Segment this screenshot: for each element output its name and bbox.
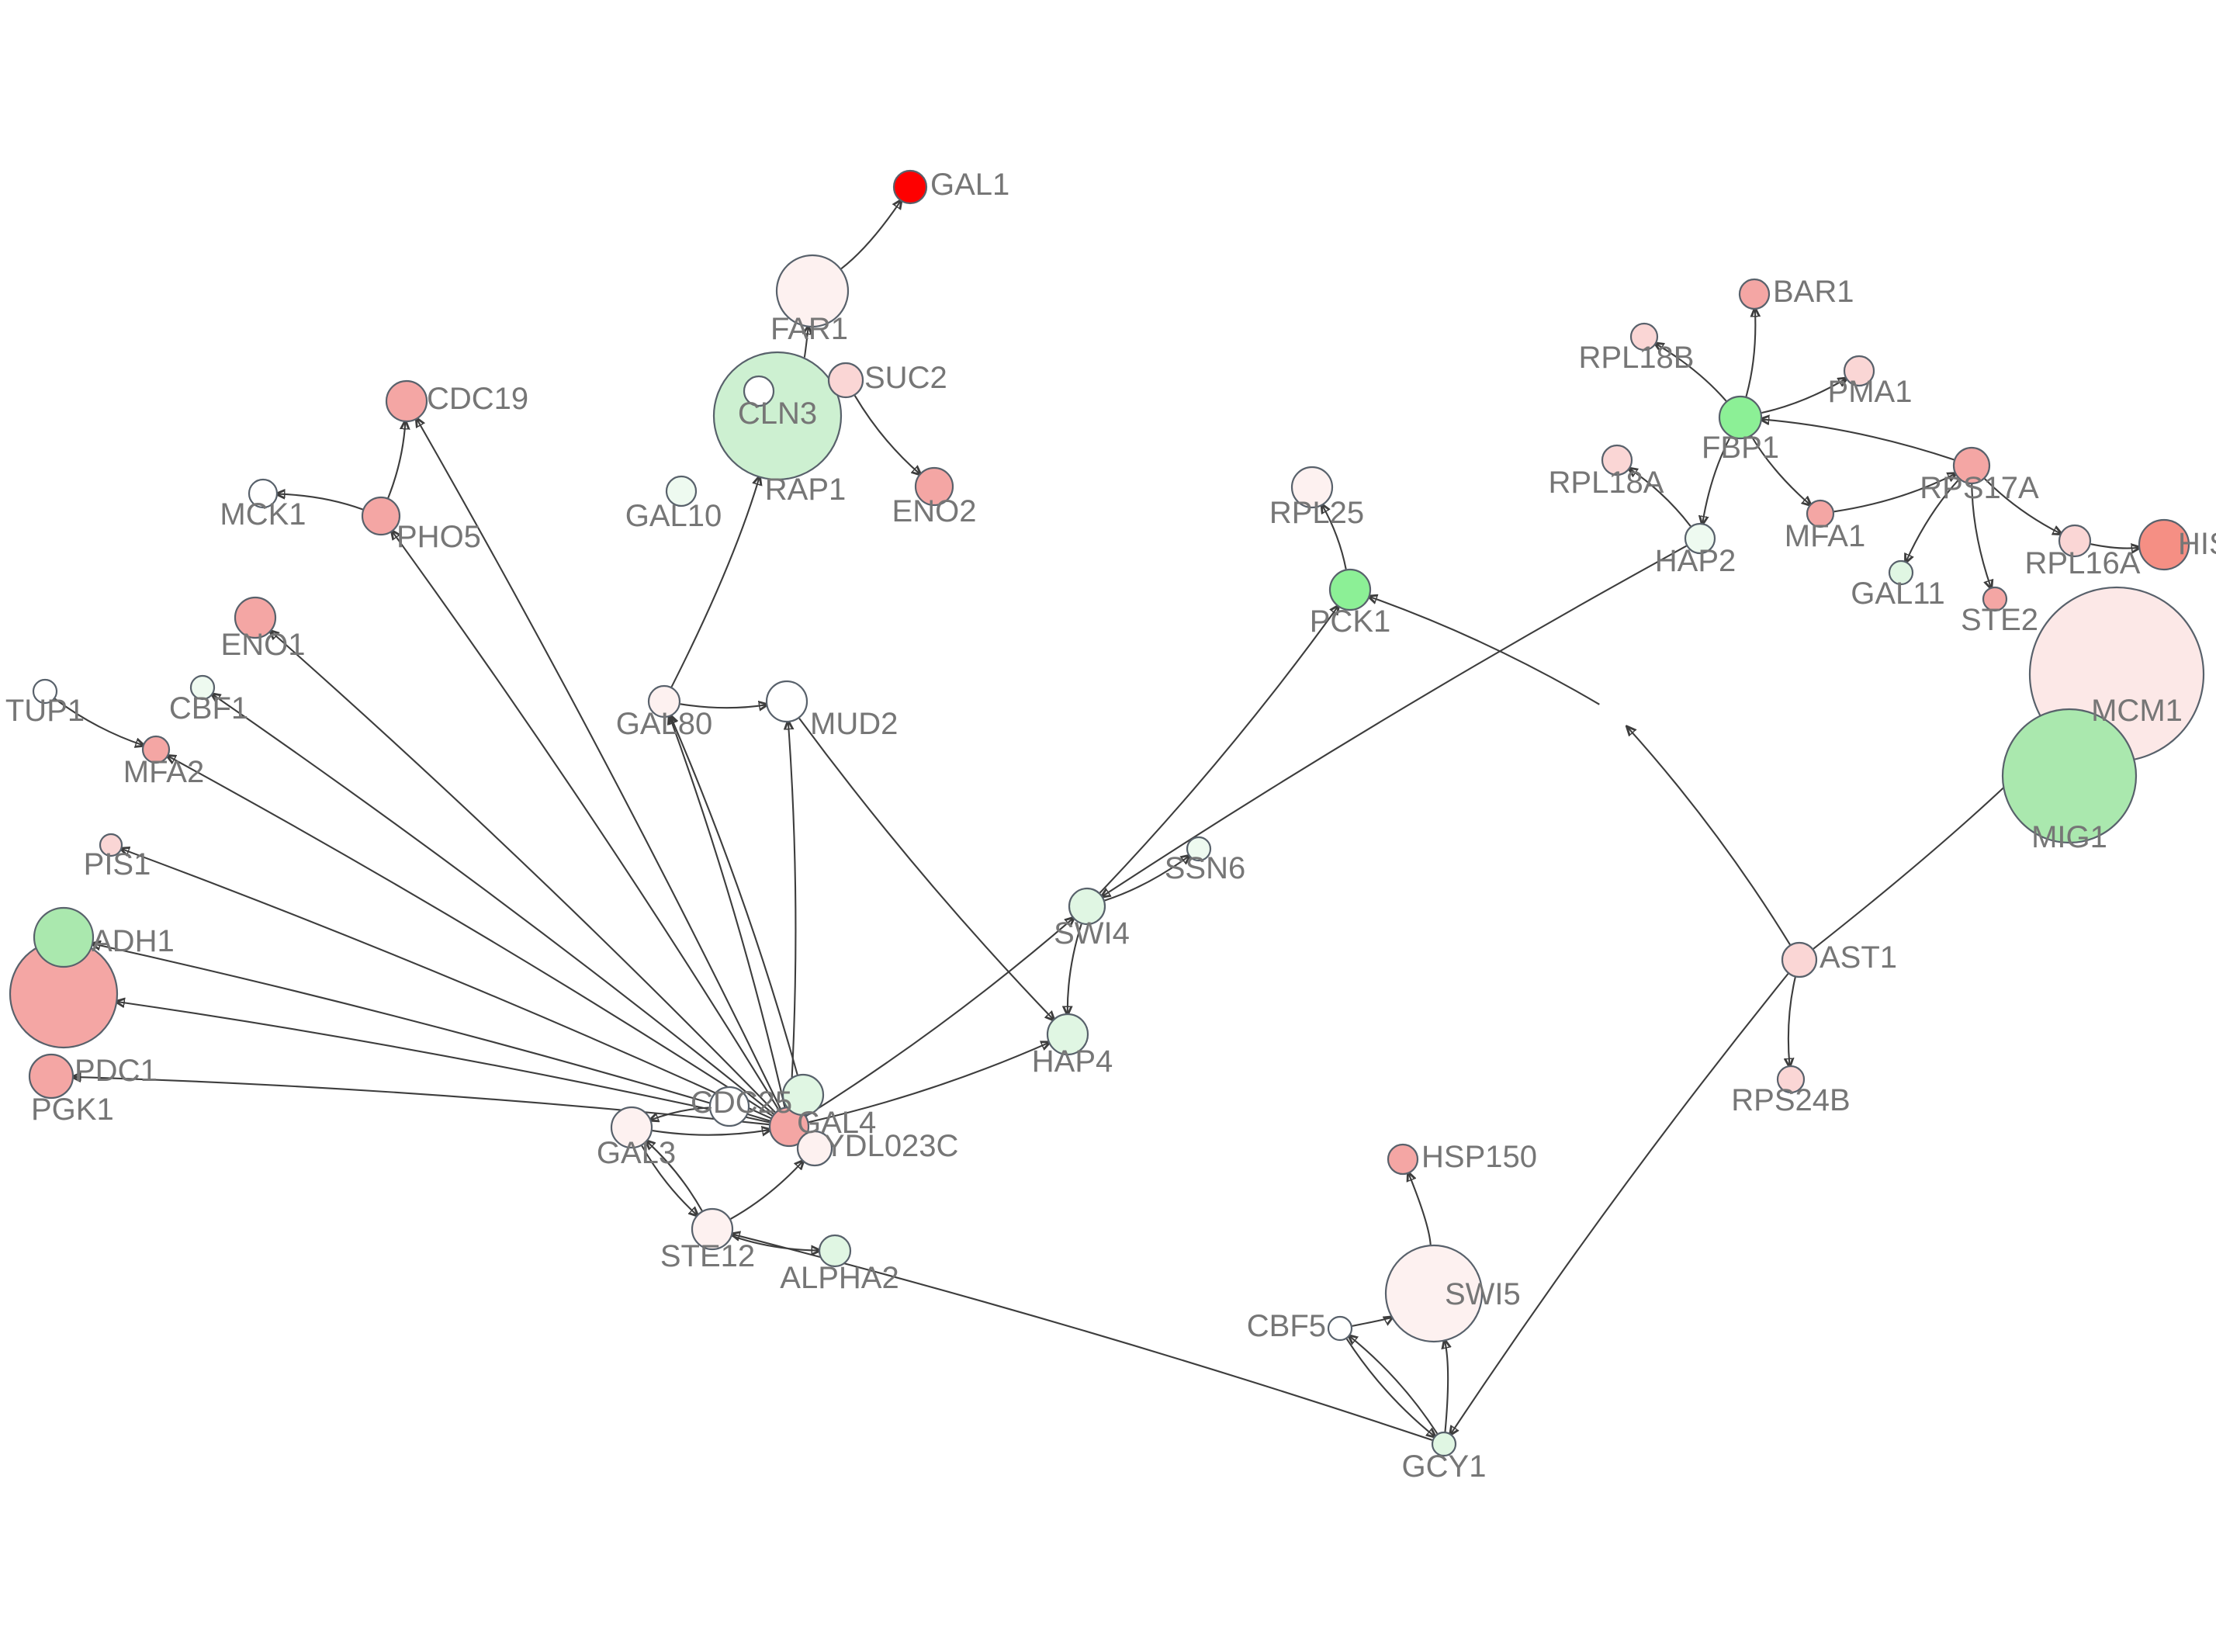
svg-text:GAL11: GAL11 (1851, 577, 1945, 611)
svg-text:MCM1: MCM1 (2091, 694, 2183, 728)
svg-text:YDL023C: YDL023C (824, 1129, 958, 1163)
svg-text:MCK1: MCK1 (220, 497, 306, 532)
svg-text:MIG1: MIG1 (2031, 820, 2107, 854)
svg-text:AST1: AST1 (1820, 940, 1897, 975)
svg-text:CBF1: CBF1 (169, 691, 248, 726)
svg-text:ALPHA2: ALPHA2 (780, 1261, 899, 1295)
svg-text:GAL1: GAL1 (930, 168, 1009, 202)
svg-text:FBP1: FBP1 (1702, 431, 1779, 465)
svg-text:PDC1: PDC1 (74, 1054, 158, 1088)
svg-text:GAL10: GAL10 (625, 499, 722, 533)
svg-text:MUD2: MUD2 (810, 707, 898, 741)
svg-text:RPS24B: RPS24B (1731, 1083, 1850, 1117)
svg-text:RPL16A: RPL16A (2025, 546, 2141, 580)
svg-text:SWI4: SWI4 (1054, 916, 1130, 951)
svg-text:CBF5: CBF5 (1247, 1309, 1326, 1343)
svg-text:PCK1: PCK1 (1310, 604, 1391, 639)
svg-text:GAL80: GAL80 (616, 707, 713, 741)
svg-text:TUP1: TUP1 (5, 694, 85, 728)
svg-text:ADH1: ADH1 (92, 924, 175, 958)
svg-text:PIS1: PIS1 (84, 847, 151, 881)
svg-text:CDC19: CDC19 (427, 382, 528, 416)
svg-text:MFA2: MFA2 (123, 755, 204, 789)
svg-text:ENO2: ENO2 (892, 494, 977, 528)
svg-text:STE12: STE12 (660, 1239, 755, 1273)
svg-text:GAL3: GAL3 (597, 1136, 676, 1170)
svg-text:RPL18B: RPL18B (1579, 341, 1695, 375)
svg-text:HIS4: HIS4 (2178, 527, 2216, 561)
svg-text:CLN3: CLN3 (738, 397, 817, 431)
svg-text:PHO5: PHO5 (396, 520, 481, 554)
svg-text:HSP150: HSP150 (1421, 1140, 1537, 1174)
svg-text:RPS17A: RPS17A (1920, 471, 2039, 505)
svg-text:ENO1: ENO1 (221, 628, 306, 662)
svg-text:FAR1: FAR1 (770, 312, 848, 346)
svg-text:BAR1: BAR1 (1773, 275, 1854, 309)
svg-text:RAP1: RAP1 (765, 473, 847, 507)
svg-text:SUC2: SUC2 (864, 361, 947, 395)
svg-text:RPL25: RPL25 (1269, 496, 1364, 530)
svg-text:SWI5: SWI5 (1445, 1277, 1521, 1311)
svg-text:HAP2: HAP2 (1655, 544, 1736, 578)
svg-text:CDC25: CDC25 (691, 1086, 792, 1120)
svg-text:MFA1: MFA1 (1785, 519, 1865, 553)
svg-text:SSN6: SSN6 (1165, 851, 1246, 885)
svg-text:PMA1: PMA1 (1828, 375, 1913, 409)
svg-text:HAP4: HAP4 (1032, 1044, 1113, 1079)
svg-text:STE2: STE2 (1961, 603, 2038, 637)
svg-text:RPL18A: RPL18A (1549, 466, 1664, 500)
svg-text:PGK1: PGK1 (31, 1093, 114, 1127)
svg-text:GCY1: GCY1 (1402, 1449, 1487, 1484)
